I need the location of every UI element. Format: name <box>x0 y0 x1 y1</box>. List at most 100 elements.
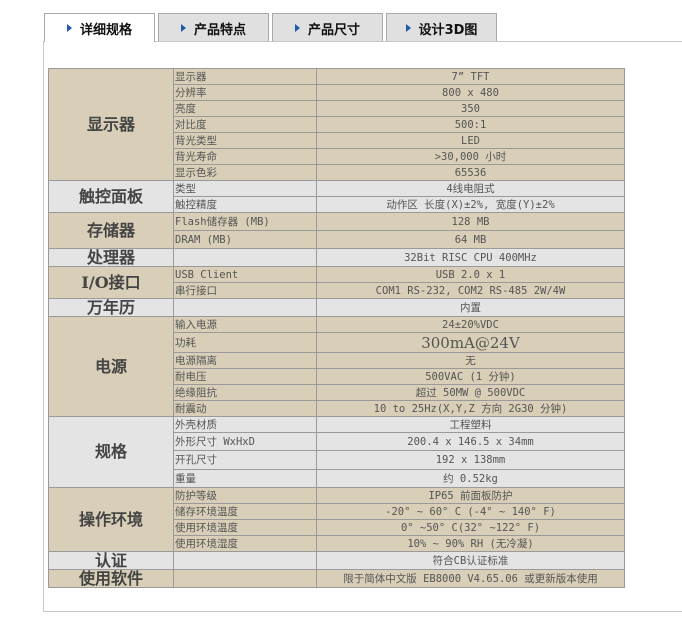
spec-label: DRAM (MB) <box>173 230 317 249</box>
table-row: 储存环境温度 -20° ~ 60° C (-4° ~ 140° F) <box>49 503 625 520</box>
spec-label: 外形尺寸 WxHxD <box>173 432 317 451</box>
spec-label: 防护等级 <box>173 487 317 504</box>
spec-value: 500:1 <box>316 116 625 133</box>
arrow-right-icon <box>294 24 300 32</box>
table-row: DRAM (MB) 64 MB <box>49 230 625 249</box>
spec-label: 电源隔离 <box>173 352 317 369</box>
spec-value: -20° ~ 60° C (-4° ~ 140° F) <box>316 503 625 520</box>
group-name: 操作环境 <box>48 487 174 552</box>
spec-label: 背光寿命 <box>173 148 317 165</box>
tab-label: 设计3D图 <box>418 22 478 38</box>
spec-value: LED <box>316 132 625 149</box>
table-row: 认证 符合CB认证标准 <box>48 551 625 570</box>
spec-value: 工程塑料 <box>316 416 625 433</box>
group-name: I/O接口 <box>48 266 174 299</box>
tab-4[interactable]: 设计3D图 <box>386 13 497 42</box>
spec-value: 64 MB <box>316 230 625 249</box>
spec-label: USB Client <box>173 266 317 283</box>
spec-value: 动作区 长度(X)±2%, 宽度(Y)±2% <box>316 196 625 213</box>
spec-label: 开孔尺寸 <box>173 450 317 470</box>
spec-value: 65536 <box>316 164 625 181</box>
spec-value: 无 <box>316 352 625 369</box>
spec-table: 显示器 显示器 7” TFT 分辨率 800 x 480 亮度 350 对比度 500:1 背光类… <box>48 68 625 588</box>
group-name: 显示器 <box>48 68 174 181</box>
spec-label: 触控精度 <box>173 196 317 213</box>
arrow-right-icon <box>405 24 411 32</box>
spec-value: 7” TFT <box>316 68 625 85</box>
spec-value: COM1 RS-232, COM2 RS-485 2W/4W <box>316 282 625 299</box>
tab-1[interactable]: 详细规格 <box>44 13 155 42</box>
table-row: 处理器 32Bit RISC CPU 400MHz <box>48 248 625 267</box>
table-row: I/O接口 USB Client USB 2.0 x 1 <box>48 266 625 299</box>
spec-value: 符合CB认证标准 <box>316 551 625 570</box>
group-name: 规格 <box>48 416 174 488</box>
group-name: 电源 <box>48 316 174 417</box>
spec-value: 约 0.52kg <box>316 469 625 488</box>
spec-label: 亮度 <box>173 100 317 117</box>
tab-label: 产品尺寸 <box>307 22 360 38</box>
spec-label: 储存环境温度 <box>173 503 317 520</box>
table-row: 外形尺寸 WxHxD 200.4 x 146.5 x 34mm <box>49 432 625 451</box>
tab-label: 详细规格 <box>79 22 132 38</box>
table-row: 串行接口 COM1 RS-232, COM2 RS-485 2W/4W <box>49 282 625 299</box>
spec-label: 对比度 <box>173 116 317 133</box>
spec-label: 外壳材质 <box>173 416 317 433</box>
spec-value: 800 x 480 <box>316 84 625 101</box>
spec-label: 使用环境湿度 <box>173 535 317 552</box>
table-row: 显示器 显示器 7” TFT <box>48 68 625 181</box>
spec-value: 128 MB <box>316 212 625 231</box>
spec-value: 192 x 138mm <box>316 450 625 470</box>
spec-label: 使用环境温度 <box>173 519 317 536</box>
table-row: 显示色彩 65536 <box>49 164 625 181</box>
arrow-right-icon <box>180 24 186 32</box>
table-row: 耐震动 10 to 25Hz(X,Y,Z 方向 2G30 分钟) <box>49 400 625 417</box>
table-row: 功耗 300mA@24V <box>49 332 625 353</box>
table-row: 使用环境湿度 10% ~ 90% RH (无冷凝) <box>49 535 625 552</box>
tab-2[interactable]: 产品特点 <box>158 13 269 42</box>
spec-label <box>173 569 317 588</box>
spec-label <box>173 551 317 570</box>
spec-value: 限于简体中文版 EB8000 V4.65.06 或更新版本使用 <box>316 569 625 588</box>
spec-value: 超过 50MW @ 500VDC <box>316 384 625 401</box>
table-row: 对比度 500:1 <box>49 116 625 133</box>
table-row: 分辨率 800 x 480 <box>49 84 625 101</box>
spec-value: 内置 <box>316 298 625 317</box>
spec-label: 类型 <box>173 180 317 197</box>
tab-label: 产品特点 <box>193 22 246 38</box>
spec-label: 串行接口 <box>173 282 317 299</box>
spec-value: 10 to 25Hz(X,Y,Z 方向 2G30 分钟) <box>316 400 625 417</box>
spec-value: 200.4 x 146.5 x 34mm <box>316 432 625 451</box>
spec-value: USB 2.0 x 1 <box>316 266 625 283</box>
table-row: 操作环境 防护等级 IP65 前面板防护 <box>48 487 625 552</box>
spec-label: 显示器 <box>173 68 317 85</box>
spec-label: 分辨率 <box>173 84 317 101</box>
group-name: 存储器 <box>48 212 174 249</box>
spec-value: 350 <box>316 100 625 117</box>
table-row: 电源 输入电源 24±20%VDC <box>48 316 625 417</box>
tab-3[interactable]: 产品尺寸 <box>272 13 383 42</box>
group-name: 触控面板 <box>48 180 174 213</box>
spec-value: 24±20%VDC <box>316 316 625 333</box>
group-name: 处理器 <box>48 248 174 267</box>
table-row: 耐电压 500VAC (1 分钟) <box>49 368 625 385</box>
table-row: 使用软件 限于简体中文版 EB8000 V4.65.06 或更新版本使用 <box>48 569 625 588</box>
table-row: 万年历 内置 <box>48 298 625 317</box>
spec-panel: 显示器 显示器 7” TFT 分辨率 800 x 480 亮度 350 对比度 500:1 背光类… <box>43 41 682 612</box>
spec-label: 背光类型 <box>173 132 317 149</box>
spec-value: IP65 前面板防护 <box>316 487 625 504</box>
spec-value: 4线电阻式 <box>316 180 625 197</box>
spec-value: 0° ~50° C(32° ~122° F) <box>316 519 625 536</box>
tab-bar: 详细规格 产品特点 产品尺寸 设计3D图 <box>44 13 497 42</box>
spec-label: 输入电源 <box>173 316 317 333</box>
spec-label: 耐电压 <box>173 368 317 385</box>
spec-value: >30,000 小时 <box>316 148 625 165</box>
table-row: 使用环境温度 0° ~50° C(32° ~122° F) <box>49 519 625 536</box>
table-row: 触控面板 类型 4线电阻式 <box>48 180 625 213</box>
spec-label: 重量 <box>173 469 317 488</box>
spec-value: 300mA@24V <box>316 332 625 353</box>
spec-label <box>173 248 317 267</box>
group-name: 使用软件 <box>48 569 174 588</box>
arrow-right-icon <box>66 24 72 32</box>
table-row: 重量约 0.52kg <box>49 469 625 488</box>
spec-value: 500VAC (1 分钟) <box>316 368 625 385</box>
